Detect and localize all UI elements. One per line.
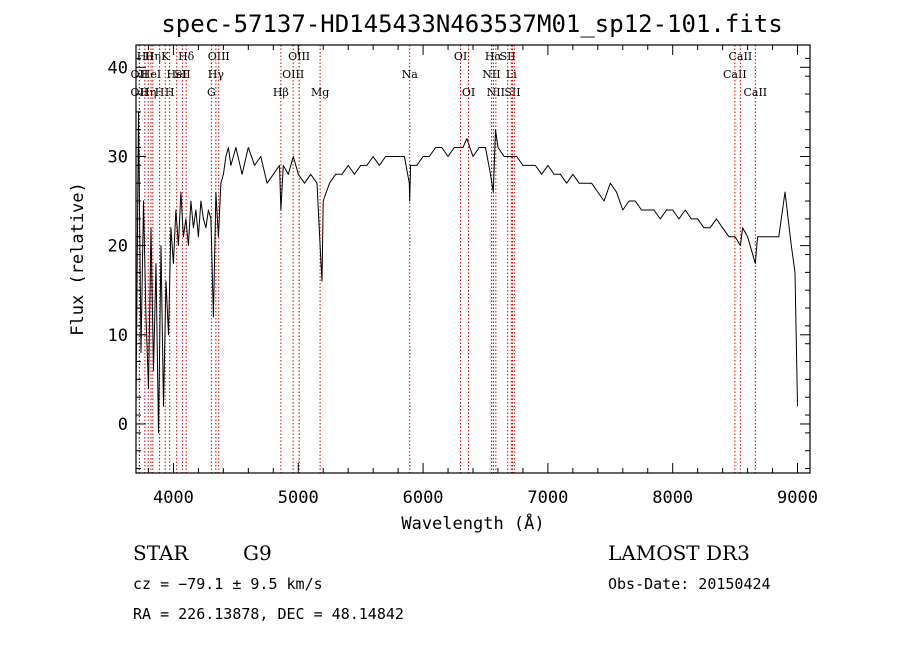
obs-date-text: Obs-Date: 20150424 xyxy=(608,575,771,593)
line-marker-label: Hη xyxy=(140,86,156,99)
y-tick-label: 30 xyxy=(108,147,128,167)
line-marker-label: Li xyxy=(506,68,517,81)
line-marker-label: NII xyxy=(482,68,500,81)
line-marker-label: NII xyxy=(487,86,505,99)
y-axis-label: Flux (relative) xyxy=(68,182,88,336)
x-tick-label: 5000 xyxy=(278,488,319,508)
survey-name: LAMOST DR3 xyxy=(608,541,750,565)
x-tick-label: 4000 xyxy=(153,488,194,508)
chart-title: spec-57137-HD145433N463537M01_sp12-101.f… xyxy=(161,10,782,38)
x-tick-label: 9000 xyxy=(777,488,818,508)
line-marker-label: OI xyxy=(454,50,467,63)
line-marker-label: K xyxy=(161,50,170,63)
line-marker-label: Hθ xyxy=(137,50,154,63)
line-marker-label: Mg xyxy=(311,86,329,99)
line-marker-label: CaII xyxy=(729,50,753,63)
x-tick-label: 8000 xyxy=(652,488,693,508)
redshift-text: cz = −79.1 ± 9.5 km/s xyxy=(133,575,323,593)
y-tick-label: 20 xyxy=(108,237,128,257)
line-marker-label: OIII xyxy=(208,50,230,63)
line-marker-label: Hη xyxy=(145,50,161,63)
line-marker-label: H xyxy=(165,86,175,99)
plot-frame xyxy=(135,44,811,474)
line-marker-label: SII xyxy=(500,50,516,63)
line-marker-label: HeI xyxy=(141,68,161,81)
y-tick-label: 10 xyxy=(108,326,128,346)
line-marker-label: Hδ xyxy=(178,50,195,63)
line-marker-label: Hγ xyxy=(208,68,225,81)
x-tick-label: 6000 xyxy=(403,488,444,508)
line-marker-label: OII xyxy=(131,86,149,99)
line-marker-label: Hβ xyxy=(273,86,289,99)
coordinates-text: RA = 226.13878, DEC = 48.14842 xyxy=(133,605,404,623)
x-axis-label: Wavelength (Å) xyxy=(401,512,544,534)
line-marker-label: OI xyxy=(462,86,475,99)
line-marker-label: OIII xyxy=(288,50,310,63)
object-subclass: G9 xyxy=(243,541,272,565)
axis-ticks: 4000 5000 6000 7000 8000 9000 0 10 20 30 40 xyxy=(108,45,818,508)
y-tick-label: 0 xyxy=(118,415,128,435)
line-marker-label: OIII xyxy=(282,68,304,81)
line-marker-label: CaII xyxy=(723,68,747,81)
line-marker-label: Hα xyxy=(485,50,503,63)
object-class: STAR xyxy=(133,541,189,565)
spectrum-line xyxy=(135,111,798,434)
spectrum-series xyxy=(135,111,798,434)
x-tick-label: 7000 xyxy=(527,488,568,508)
line-marker-label: G xyxy=(207,86,216,99)
line-marker-label: H xyxy=(155,86,165,99)
line-marker-label: CaII xyxy=(743,86,767,99)
y-tick-label: 40 xyxy=(108,58,128,78)
line-marker-label: SII xyxy=(174,68,190,81)
line-marker-label: Na xyxy=(402,68,419,81)
line-marker-label: SII xyxy=(504,86,520,99)
spectral-line-markers: OIIOIIHθHηHeIHηHKHHeISIIHδGHγOIIIHβOIIIO… xyxy=(131,45,767,473)
line-marker-label: HeI xyxy=(166,68,186,81)
